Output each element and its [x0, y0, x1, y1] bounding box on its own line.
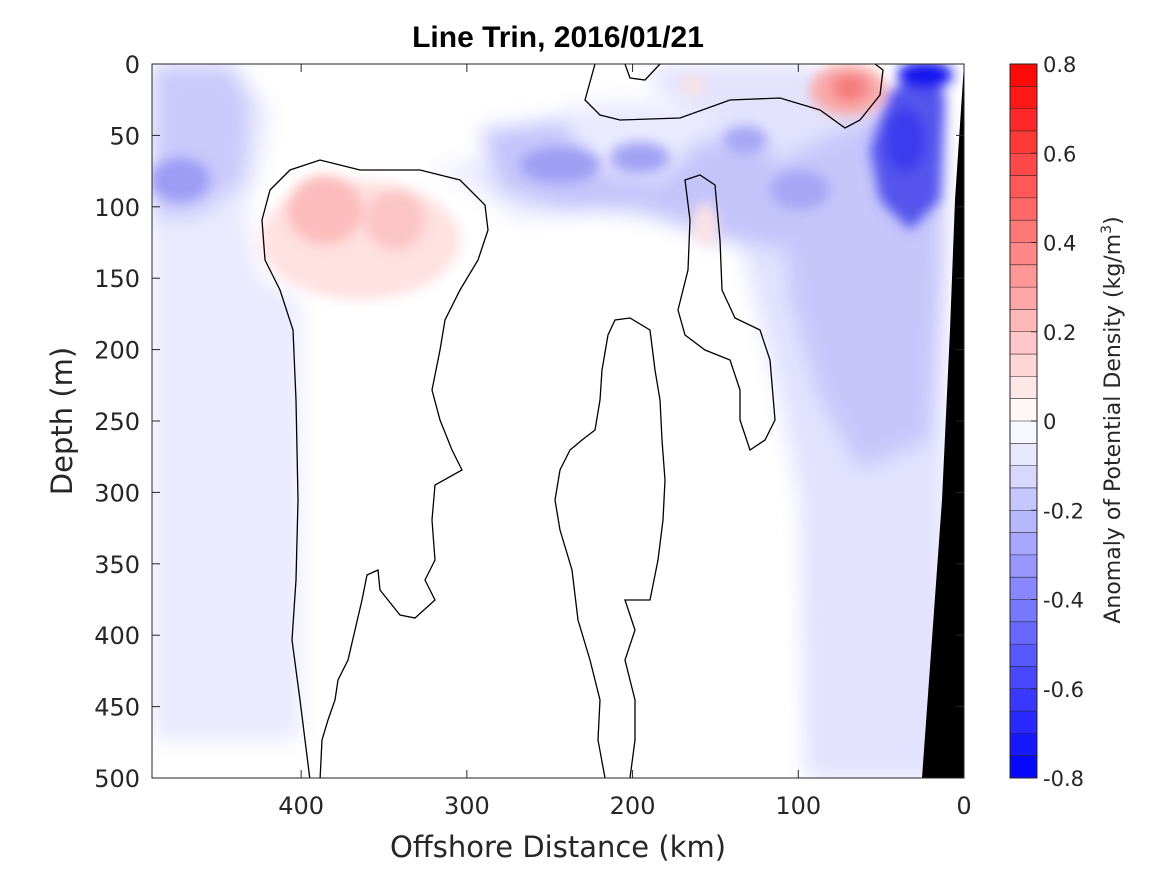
colorbar-tick-label: -0.6 [1043, 678, 1084, 702]
colorbar-segment [1010, 242, 1037, 266]
colorbar-segment [1010, 331, 1037, 355]
x-tick-label: 400 [278, 792, 324, 820]
zero-contour-surface-small [624, 64, 661, 81]
zero-contours [261, 64, 884, 778]
colorbar-tick-label: 0.2 [1043, 321, 1076, 345]
colorbar-tick-label: -0.4 [1043, 589, 1084, 613]
y-tick-label: 0 [125, 51, 140, 79]
colorbar-segment [1010, 465, 1037, 489]
colorbar-tick-label: -0.8 [1043, 767, 1084, 791]
colorbar-segment [1010, 197, 1037, 221]
light-anomaly-slope-core [885, 108, 925, 172]
y-tick-label: 300 [94, 479, 140, 507]
y-tick-label: 250 [94, 408, 140, 436]
colorbar-segment [1010, 487, 1037, 511]
colorbar-segment [1010, 666, 1037, 690]
y-axis-label: Depth (m) [45, 347, 79, 495]
colorbar-segment [1010, 309, 1037, 333]
dense-anomaly-nearshore [832, 74, 868, 102]
colorbar-segment [1010, 220, 1037, 243]
colorbar-label-superscript: 3 [1099, 225, 1115, 234]
light-shading-west [152, 64, 300, 740]
light-anomaly-center-d [723, 126, 767, 154]
x-tick-label: 0 [956, 792, 971, 820]
dense-anomaly-offshore [287, 175, 363, 245]
colorbar-tick-label: 0 [1043, 410, 1056, 434]
x-tick-label: 200 [610, 792, 656, 820]
colorbar-segment [1010, 354, 1037, 377]
colorbar-segment [1010, 130, 1037, 154]
y-axis: 0 50 100 150 200 250 300 350 400 450 500 [94, 51, 964, 793]
colorbar-segment [1010, 398, 1037, 422]
colorbar-tick-label: -0.2 [1043, 499, 1084, 523]
zero-contour-surface [584, 64, 884, 129]
zero-contour-slope [677, 174, 776, 452]
colorbar-segment [1010, 64, 1037, 87]
colorbar-segment [1010, 554, 1037, 578]
colorbar-segment [1010, 711, 1037, 734]
colorbar-segment [1010, 153, 1037, 177]
colorbar-segment [1010, 108, 1037, 132]
zero-contour-center [554, 317, 666, 778]
colorbar-segment [1010, 376, 1037, 400]
dense-anomaly-small [693, 203, 717, 247]
light-anomaly-coastal [897, 64, 953, 89]
colorbar-segment [1010, 532, 1037, 556]
y-tick-label: 100 [94, 194, 140, 222]
colorbar-segment [1010, 510, 1037, 534]
light-anomaly-center-b [610, 142, 670, 174]
bathymetry-shelf [922, 64, 964, 778]
light-anomaly-west [152, 158, 210, 202]
y-tick-label: 500 [94, 765, 140, 793]
colorbar-segment [1010, 577, 1037, 600]
colorbar-segment [1010, 644, 1037, 667]
y-tick-label: 200 [94, 337, 140, 365]
y-tick-label: 450 [94, 694, 140, 722]
light-anomaly-center-c [770, 170, 830, 210]
colorbar-segment [1010, 621, 1037, 645]
colorbar-tick-label: 0.6 [1043, 142, 1076, 166]
colorbar-label: Anomaly of Potential Density (kg/m3) [1099, 216, 1126, 623]
colorbar-tick-label: 0.4 [1043, 232, 1076, 256]
y-tick-label: 400 [94, 622, 140, 650]
colorbar-segment [1010, 599, 1037, 623]
colorbar-segment [1010, 287, 1037, 310]
colorbar: 0.8 0.6 0.4 0.2 0 -0.2 -0.4 -0.6 -0.8 [1009, 53, 1084, 791]
y-tick-label: 350 [94, 551, 140, 579]
zero-contour-offshore [261, 159, 489, 778]
dense-anomaly-surface [681, 76, 705, 94]
colorbar-label-text: Anomaly of Potential Density (kg/m [1101, 234, 1126, 624]
colorbar-segment [1010, 175, 1037, 199]
x-tick-label: 300 [444, 792, 490, 820]
colorbar-segment [1010, 86, 1037, 110]
dense-anomaly-offshore-b [365, 190, 425, 250]
colorbar-segment [1010, 688, 1037, 712]
x-tick-label: 100 [775, 792, 821, 820]
colorbar-segment [1010, 264, 1037, 288]
colorbar-segment [1010, 421, 1037, 444]
light-anomaly-center-a [520, 147, 600, 183]
anomaly-field [152, 64, 964, 778]
x-axis: 400 300 200 100 0 [278, 64, 972, 820]
y-tick-label: 50 [109, 122, 140, 150]
y-tick-label: 150 [94, 265, 140, 293]
colorbar-segment [1010, 443, 1037, 467]
colorbar-segment [1010, 733, 1037, 757]
colorbar-tick-label: 0.8 [1043, 53, 1076, 77]
x-axis-label: Offshore Distance (km) [390, 830, 726, 864]
chart-title: Line Trin, 2016/01/21 [412, 21, 704, 54]
colorbar-segment [1010, 755, 1037, 779]
colorbar-label-suffix: ) [1101, 216, 1126, 225]
